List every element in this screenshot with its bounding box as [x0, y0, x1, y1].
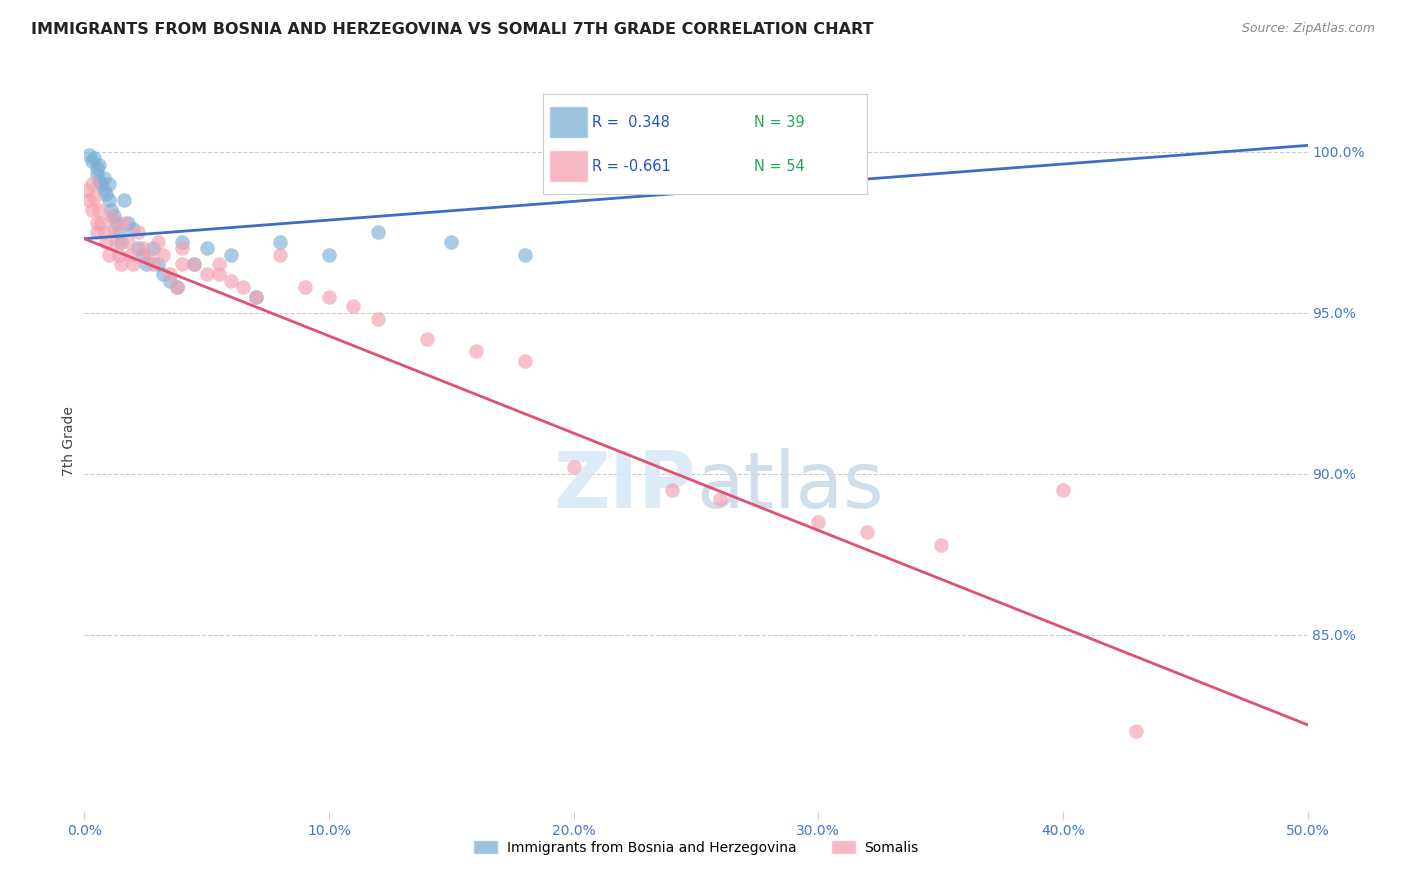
Point [152, 267, 174, 281]
Point [172, 235, 194, 249]
Point [1125, 724, 1147, 739]
Point [110, 258, 132, 272]
Point [318, 290, 340, 304]
Point [105, 235, 128, 249]
Text: atlas: atlas [696, 448, 883, 524]
Point [77, 148, 100, 162]
Point [562, 460, 585, 475]
Point [112, 193, 135, 207]
Point [219, 248, 242, 262]
Point [183, 258, 205, 272]
Point [80, 202, 103, 217]
Point [117, 216, 139, 230]
Point [97, 177, 120, 191]
Point [166, 280, 188, 294]
Point [232, 280, 254, 294]
Point [159, 267, 181, 281]
Point [152, 248, 174, 262]
Point [83, 190, 105, 204]
Point [195, 267, 218, 281]
Text: IMMIGRANTS FROM BOSNIA AND HERZEGOVINA VS SOMALI 7TH GRADE CORRELATION CHART: IMMIGRANTS FROM BOSNIA AND HERZEGOVINA V… [31, 22, 873, 37]
Point [127, 241, 149, 255]
Point [86, 161, 108, 175]
Point [513, 354, 536, 368]
Point [112, 216, 135, 230]
Point [90, 177, 112, 191]
Point [142, 258, 165, 272]
Point [1052, 483, 1074, 497]
Point [97, 193, 120, 207]
Point [117, 235, 139, 249]
Point [77, 193, 100, 207]
Point [807, 515, 830, 529]
Point [100, 209, 122, 223]
Point [856, 524, 879, 539]
Point [245, 290, 267, 304]
Point [122, 222, 145, 236]
Point [93, 225, 115, 239]
Point [318, 248, 340, 262]
Point [93, 184, 115, 198]
Point [87, 174, 110, 188]
Point [135, 258, 157, 272]
Point [513, 248, 536, 262]
Point [132, 241, 155, 255]
Point [159, 274, 181, 288]
Point [107, 225, 129, 239]
Y-axis label: 7th Grade: 7th Grade [62, 407, 76, 476]
Point [132, 248, 155, 262]
Point [87, 158, 110, 172]
Point [86, 167, 108, 181]
Point [294, 280, 316, 294]
Point [342, 299, 364, 313]
Point [96, 186, 118, 201]
Point [97, 248, 120, 262]
Point [83, 151, 105, 165]
Point [416, 332, 439, 346]
Point [219, 274, 242, 288]
Point [105, 216, 128, 230]
Point [76, 184, 98, 198]
Point [464, 344, 486, 359]
Point [93, 170, 115, 185]
Point [122, 258, 145, 272]
Point [183, 258, 205, 272]
Point [166, 280, 188, 294]
Point [661, 483, 683, 497]
Point [80, 154, 103, 169]
Point [269, 248, 291, 262]
Point [86, 216, 108, 230]
Point [208, 267, 231, 281]
Point [367, 312, 389, 326]
Point [172, 241, 194, 255]
Point [709, 492, 731, 507]
Point [440, 235, 463, 249]
Point [146, 258, 169, 272]
Point [90, 216, 112, 230]
Point [100, 202, 122, 217]
Point [86, 225, 108, 239]
Point [142, 241, 165, 255]
Point [103, 222, 125, 236]
Point [195, 241, 218, 255]
Point [136, 248, 159, 262]
Point [367, 225, 389, 239]
Point [172, 258, 194, 272]
Point [103, 209, 125, 223]
Text: ZIP: ZIP [554, 448, 696, 524]
Point [245, 290, 267, 304]
Point [269, 235, 291, 249]
Legend: Immigrants from Bosnia and Herzegovina, Somalis: Immigrants from Bosnia and Herzegovina, … [468, 835, 924, 860]
Point [208, 258, 231, 272]
Point [87, 202, 110, 217]
Point [107, 248, 129, 262]
Point [146, 235, 169, 249]
Point [80, 177, 103, 191]
Point [127, 225, 149, 239]
Point [96, 235, 118, 249]
Text: Source: ZipAtlas.com: Source: ZipAtlas.com [1241, 22, 1375, 36]
Point [929, 537, 952, 551]
Point [110, 235, 132, 249]
Point [120, 248, 142, 262]
